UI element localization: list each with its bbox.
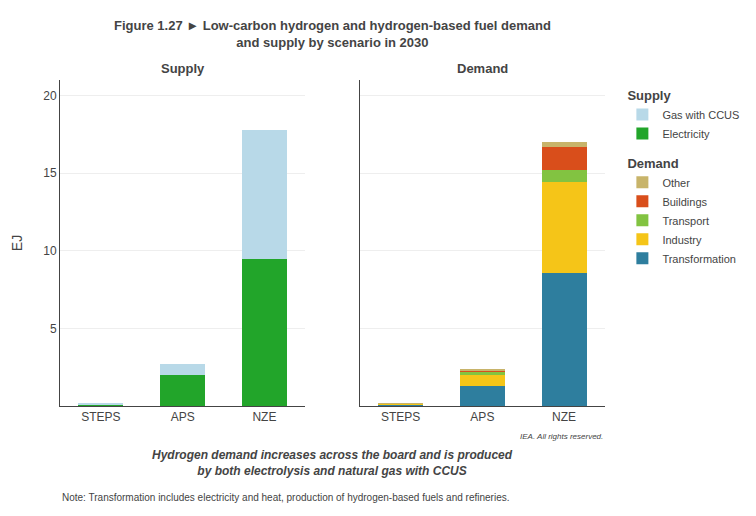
svg-text:15: 15	[43, 166, 57, 180]
svg-text:Note: Transformation includes: Note: Transformation includes electricit…	[62, 492, 509, 503]
svg-text:NZE: NZE	[252, 410, 276, 424]
svg-text:EJ: EJ	[9, 235, 25, 251]
svg-text:STEPS: STEPS	[81, 410, 120, 424]
svg-text:Electricity: Electricity	[662, 128, 710, 140]
svg-text:Demand: Demand	[627, 156, 678, 171]
svg-text:10: 10	[43, 244, 57, 258]
svg-text:Buildings: Buildings	[662, 196, 707, 208]
svg-text:NZE: NZE	[552, 410, 576, 424]
svg-text:20: 20	[43, 89, 57, 103]
svg-text:Transport: Transport	[662, 215, 709, 227]
svg-text:STEPS: STEPS	[381, 410, 420, 424]
svg-text:Industry: Industry	[662, 234, 702, 246]
svg-text:Demand: Demand	[457, 61, 508, 76]
svg-text:Supply: Supply	[161, 61, 205, 76]
svg-text:Hydrogen demand increases acro: Hydrogen demand increases across the boa…	[152, 448, 513, 478]
svg-text:5: 5	[50, 322, 57, 336]
svg-text:APS: APS	[470, 410, 494, 424]
svg-text:Gas with CCUS: Gas with CCUS	[662, 109, 739, 121]
svg-text:Other: Other	[662, 177, 690, 189]
svg-text:Supply: Supply	[627, 88, 671, 103]
svg-text:IEA. All rights reserved.: IEA. All rights reserved.	[520, 432, 603, 441]
svg-text:Transformation: Transformation	[662, 253, 736, 265]
svg-text:APS: APS	[171, 410, 195, 424]
svg-text:Figure 1.27 ► Low-carbon hydro: Figure 1.27 ► Low-carbon hydrogen and hy…	[114, 18, 551, 50]
